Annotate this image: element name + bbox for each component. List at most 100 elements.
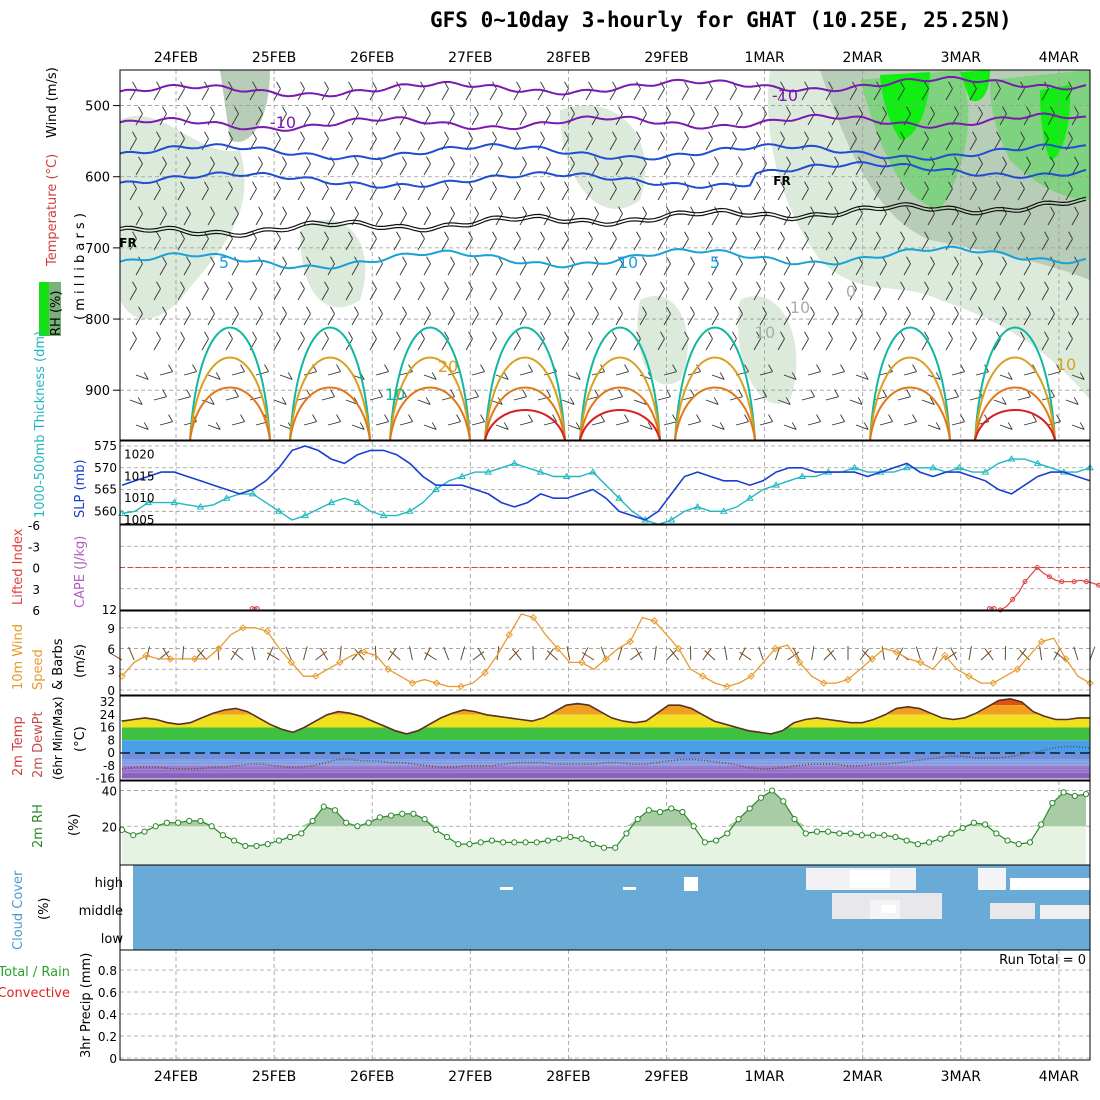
surface-barb [950,647,958,661]
wind-barb-flag [804,131,809,139]
wind-barb [321,396,335,401]
wind-barb-flag [876,131,881,139]
rh-marker [612,844,619,851]
wind-barb-flag [570,206,575,214]
wind-barb-flag [137,397,143,405]
wind-barb [351,163,359,176]
wind-barb-flag [929,397,935,405]
wind-barb [879,371,893,376]
wind-barb [159,421,173,426]
wind-barb [753,396,767,401]
rh-marker [623,830,630,837]
wind-barb [231,313,239,326]
wind-barb [783,424,797,430]
wind-barb [465,396,479,401]
wind-barb [897,138,905,151]
wind-barb-flag [948,331,953,339]
lifted-marker [1022,579,1028,585]
cloud-gap [1071,886,1090,889]
wind-barb [399,371,413,376]
contour-25 [579,386,661,440]
wind-barb-flag [234,106,239,114]
wind-speed-line [118,613,1094,691]
wind-barb-flag [575,372,581,380]
wind-barb-flag [546,206,551,214]
wind-barb-flag [588,331,593,339]
rh-marker [219,832,226,839]
thickness-marker [562,472,571,479]
wind-barb [375,263,383,276]
wind-barb-flag [425,397,431,405]
surface-barb [315,650,327,661]
wind-barb-flag [900,281,905,289]
temp-band-stripe [122,762,1090,764]
wind-barb-flag [732,331,737,339]
wind-barb-flag [612,281,617,289]
wind-barb [921,238,929,251]
wind-barb [225,238,233,251]
wind-barb-flag [359,422,365,430]
wind-barb-flag [924,131,929,139]
wind-barb [177,396,191,401]
wind-barb-flag [426,206,431,214]
wind-barb-flag [972,231,977,239]
contour-labels: -10 -10 FR FR 5 10 5 10 10 20 0 10 10 [119,86,1076,404]
wind-barb-flag [690,256,695,264]
date-label-bottom: 3MAR [941,1069,982,1085]
wind-barb [297,188,305,201]
wind-barb-flag [324,81,329,89]
wind-barb [975,213,983,226]
wind-barb [753,138,761,151]
wind-barb-flag [258,206,263,214]
date-axis-top: 24FEB 25FEB 26FEB 27FEB 28FEB 29FEB 1MAR 2MAR 3M… [154,50,1079,66]
wind-barb-flag [480,364,485,372]
wind-speed-marker [868,655,876,663]
wind-barb-flag [738,256,743,264]
wind-barb-flag [324,131,329,139]
wind-barb [327,371,341,376]
wind-barb [465,288,473,301]
wind-barb [951,313,959,326]
wind-barb [729,338,737,351]
wind-barb-flag [372,231,377,239]
surface-wind-barbs [109,645,1096,661]
wind-barb-flag [540,81,545,89]
wind-barb [351,424,365,430]
wind-barb-flag [876,181,881,189]
wind-barb [585,338,593,351]
wind-barb [681,138,689,151]
wind-barb [249,188,257,201]
wind-barb-flag [503,372,509,380]
wind-barb-flag [546,389,551,397]
wind-barb [663,163,671,176]
wind-barb-flag [924,81,929,89]
surface-barb [267,652,280,661]
rh-marker [163,819,170,826]
wind-barb [135,424,149,430]
wind-barb [495,113,503,126]
ylabel-6hr: (6hr Min/Max) [51,697,65,781]
wind-barb [897,88,905,101]
wind-barb [489,288,497,301]
wind-barb-flag [762,156,767,164]
wind-barb-flag [612,81,617,89]
surface-barb [944,651,957,661]
wind-barb-flag [570,156,575,164]
lifted-marker [1010,596,1016,602]
wind-barb-flag [186,306,191,314]
wind-barb [663,263,671,276]
rh-marker [858,832,865,839]
wind-barb-flag [444,331,449,339]
wind-barb-flag [348,331,353,339]
wind-barb-flag [204,331,209,339]
wind-barb-flag [780,331,785,339]
wind-barb [327,163,335,176]
lifted-marker [1096,582,1100,588]
wind-barb-flag [786,156,791,164]
surface-barb [859,648,869,661]
contour-label: 20 [438,357,458,376]
thickness-marker [170,498,179,506]
wind10m-panel: 0 3 6 9 10m Wind Speed & Barbs (m/s) [11,610,1096,698]
wind-barb-flag [1044,231,1049,239]
wind-barb [681,88,689,101]
